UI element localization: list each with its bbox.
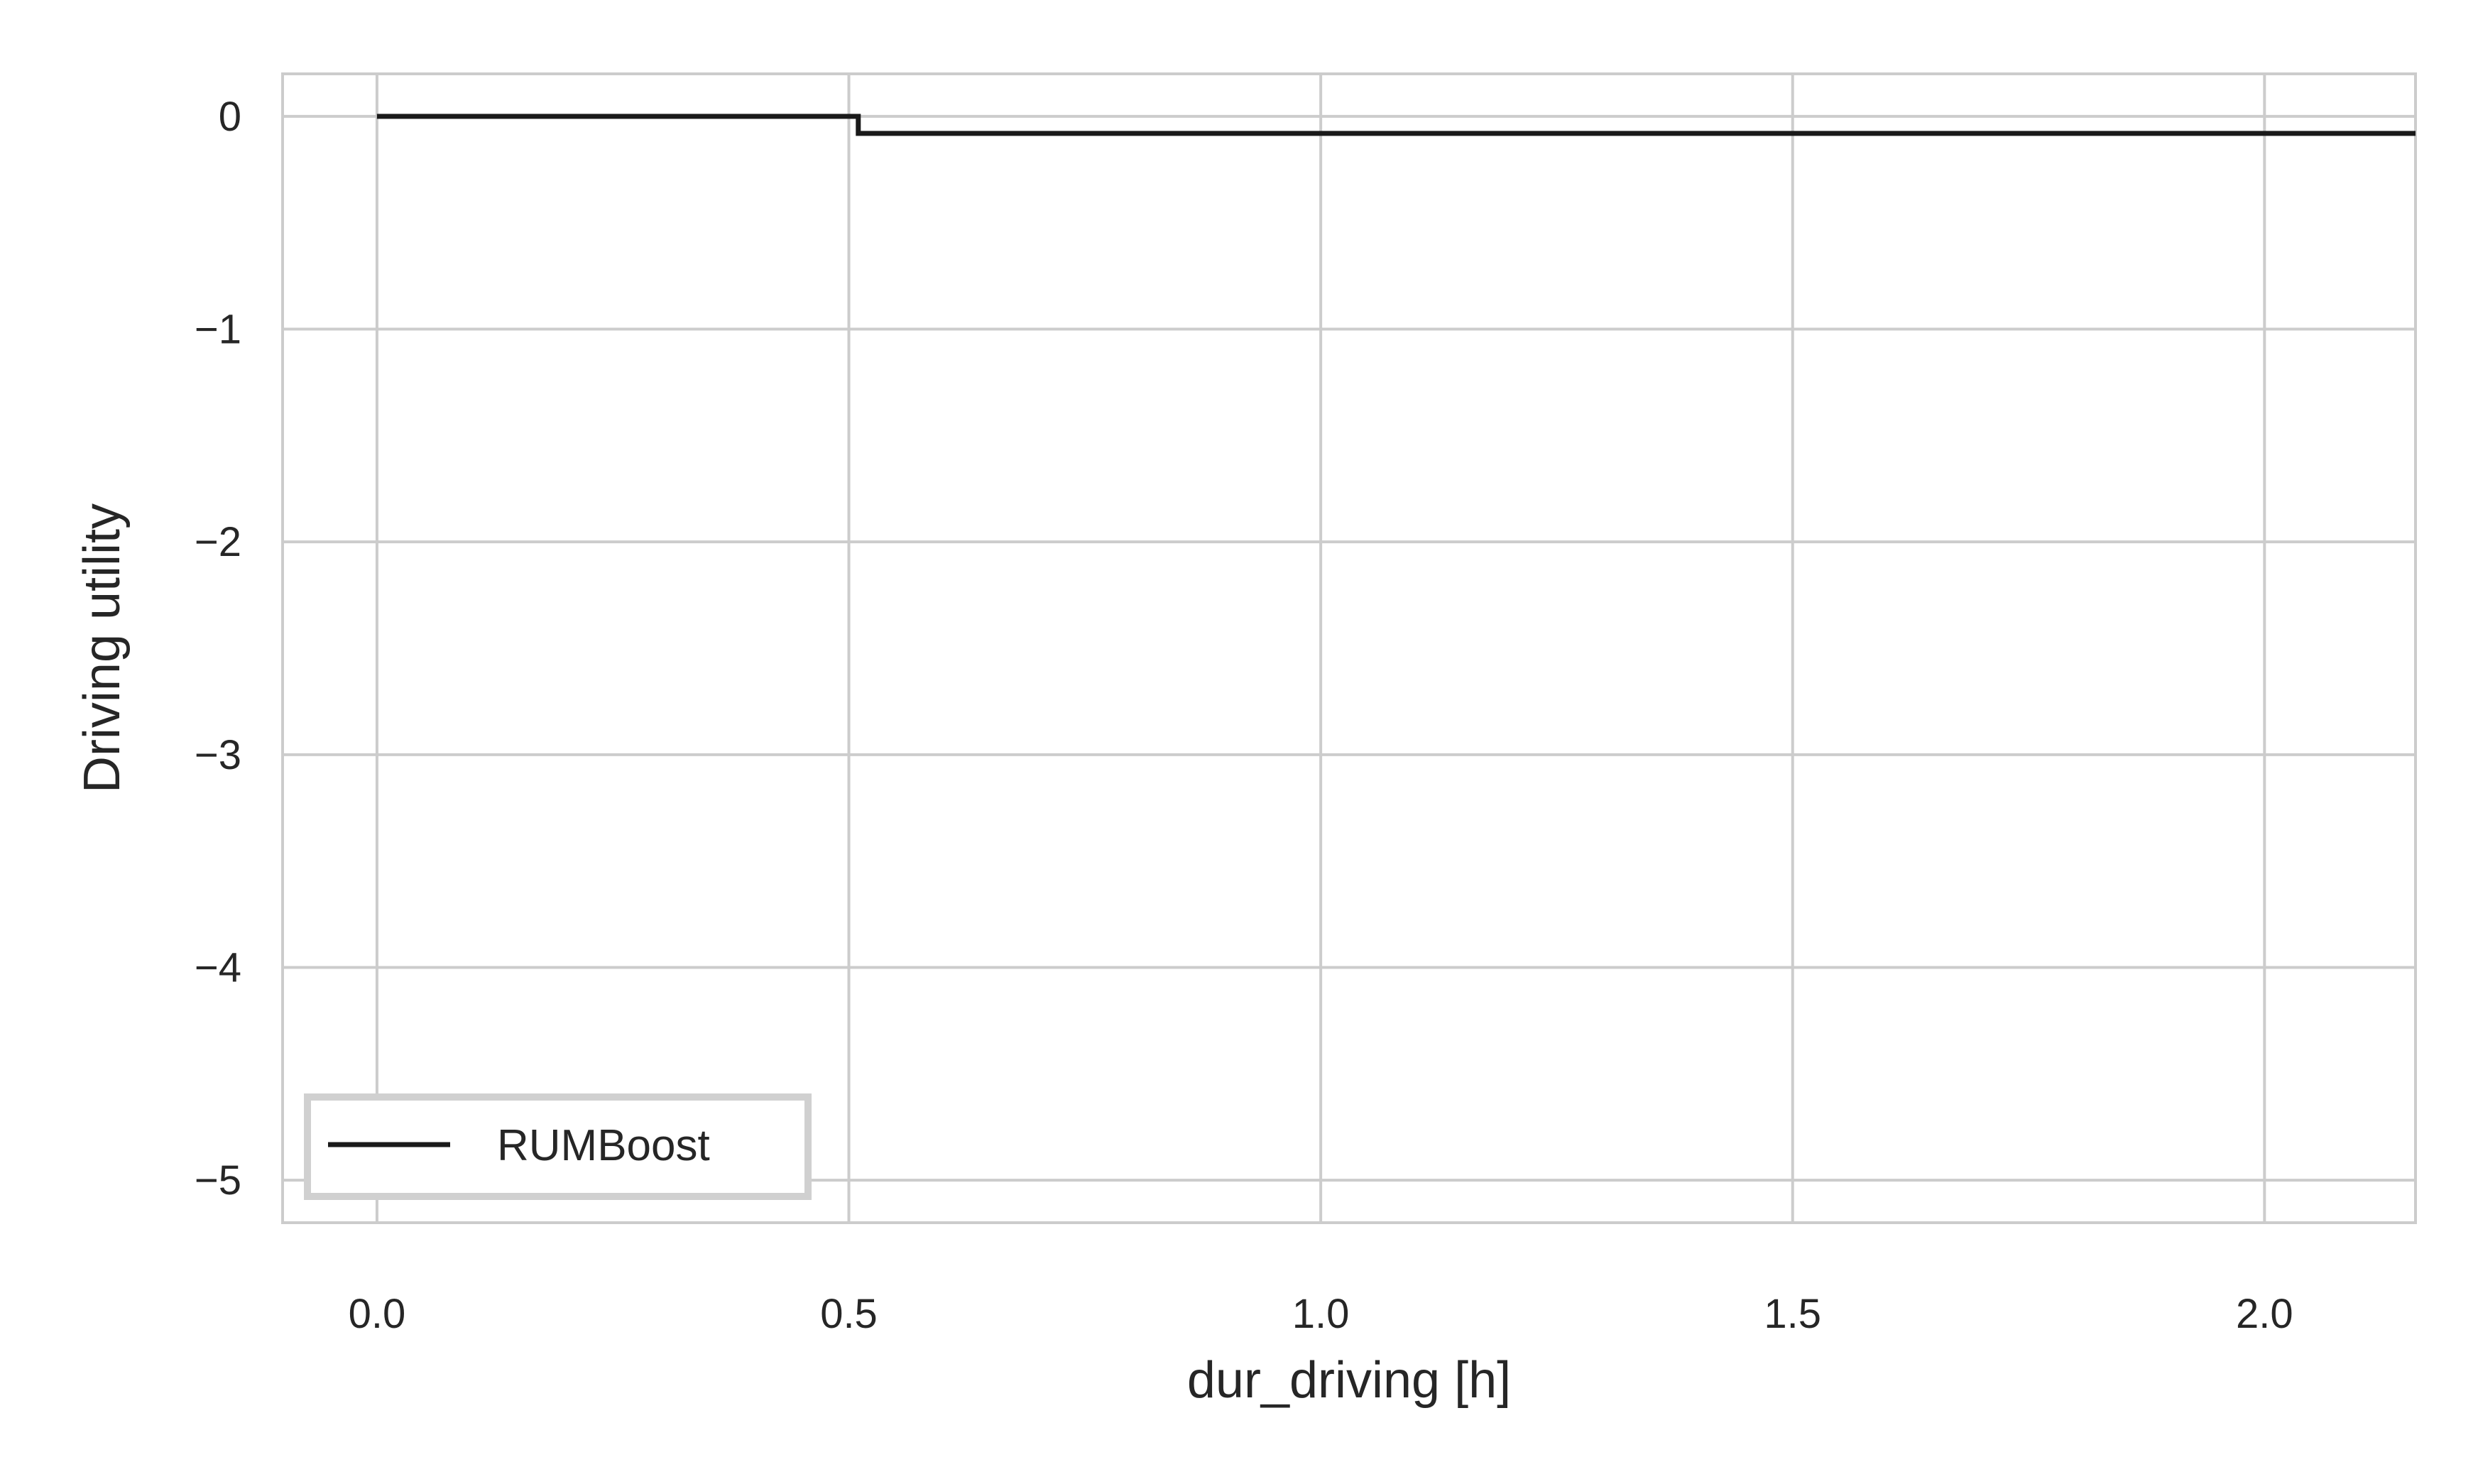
x-tick-label-0: 0.0 — [349, 1291, 406, 1337]
y-tick-label-0: 0 — [219, 94, 241, 140]
y-tick-label-4: −4 — [195, 944, 241, 991]
series-layer — [376, 114, 2416, 136]
y-axis-label: Driving utility — [74, 503, 131, 793]
y-tick-label-1: −1 — [195, 307, 241, 353]
plot-frame — [281, 72, 2417, 1224]
x-tick-label-1: 0.5 — [820, 1291, 878, 1337]
legend-label-rumboost: RUMBoost — [497, 1121, 710, 1170]
series-line-0 — [376, 114, 2416, 136]
y-tick-labels: 0 −1 −2 −3 −4 −5 — [195, 94, 241, 1204]
y-tick-label-2: −2 — [195, 519, 241, 565]
legend: RUMBoost — [304, 1093, 812, 1200]
y-tick-label-5: −5 — [195, 1157, 241, 1204]
x-tick-label-3: 1.5 — [1764, 1291, 1821, 1337]
y-tick-label-3: −3 — [195, 732, 241, 778]
x-tick-label-2: 1.0 — [1292, 1291, 1350, 1337]
x-tick-label-4: 2.0 — [2236, 1291, 2293, 1337]
x-tick-labels: 0.0 0.5 1.0 1.5 2.0 — [349, 1291, 2293, 1337]
x-axis-label: dur_driving [h] — [1187, 1352, 1511, 1409]
